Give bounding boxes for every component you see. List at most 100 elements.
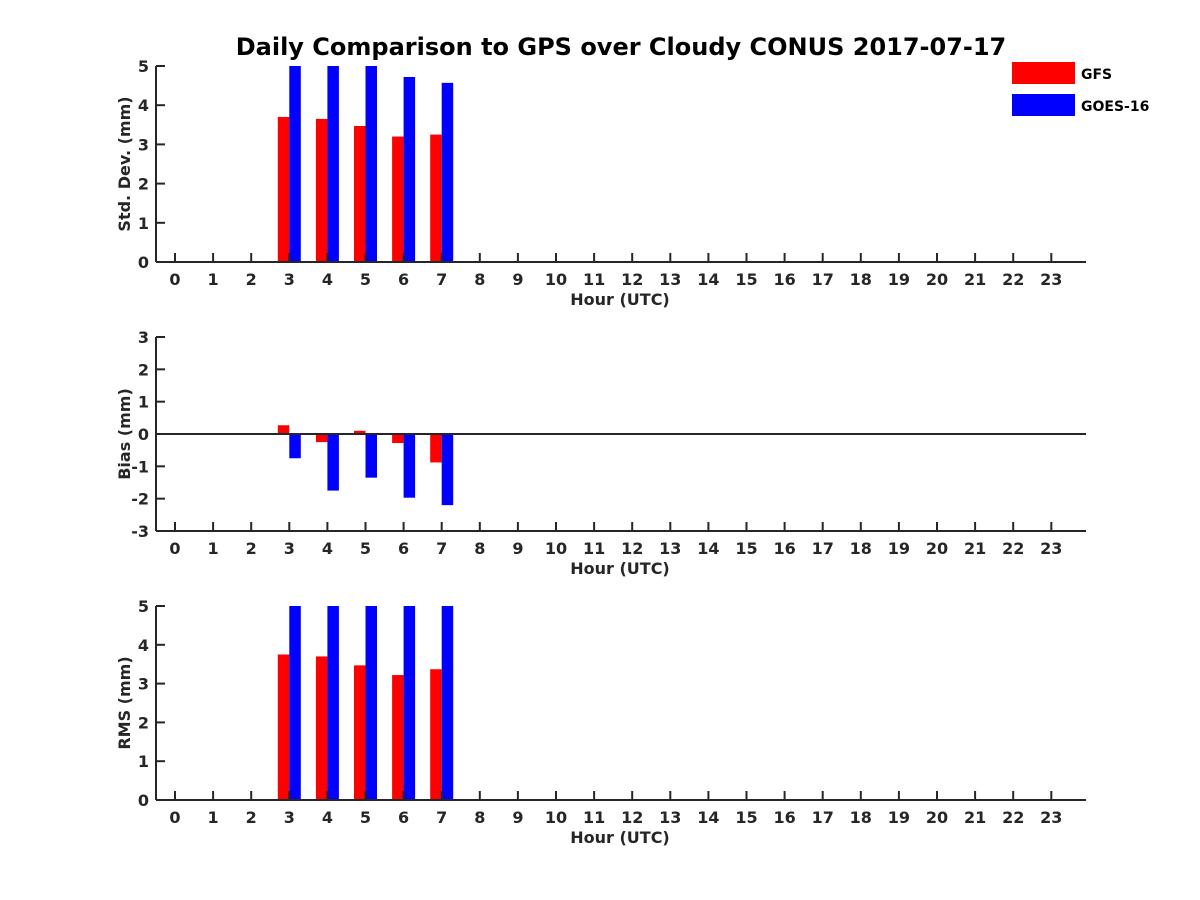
x-tick-label: 22 xyxy=(1002,539,1024,558)
x-tick-label: 23 xyxy=(1040,808,1062,827)
x-axis-label: Hour (UTC) xyxy=(570,559,670,578)
y-axis-label: Bias (mm) xyxy=(115,388,134,480)
bar-goes-16-hour-5 xyxy=(365,606,377,800)
x-tick-label: 7 xyxy=(436,808,447,827)
y-tick-label: 3 xyxy=(138,328,149,347)
bar-gfs-hour-5 xyxy=(354,125,366,262)
x-tick-label: 9 xyxy=(512,270,523,289)
y-tick-label: 4 xyxy=(138,636,149,655)
x-tick-label: 0 xyxy=(169,808,180,827)
x-tick-label: 23 xyxy=(1040,270,1062,289)
bar-goes-16-hour-4 xyxy=(327,66,339,262)
x-tick-label: 10 xyxy=(545,270,567,289)
bar-gfs-hour-6 xyxy=(392,675,404,800)
x-tick-label: 15 xyxy=(735,539,757,558)
x-tick-label: 16 xyxy=(773,270,795,289)
bar-goes-16-hour-4 xyxy=(327,606,339,800)
x-tick-label: 1 xyxy=(208,539,219,558)
x-tick-label: 19 xyxy=(888,539,910,558)
bar-goes-16-hour-3 xyxy=(289,434,301,459)
x-tick-label: 4 xyxy=(322,539,333,558)
chart-title: Daily Comparison to GPS over Cloudy CONU… xyxy=(236,33,1007,61)
x-tick-label: 14 xyxy=(697,539,719,558)
x-tick-label: 3 xyxy=(284,808,295,827)
y-tick-label: 5 xyxy=(138,57,149,76)
x-tick-label: 5 xyxy=(360,539,371,558)
x-tick-label: 8 xyxy=(474,808,485,827)
y-tick-label: 2 xyxy=(138,360,149,379)
x-tick-label: 8 xyxy=(474,539,485,558)
x-tick-label: 5 xyxy=(360,270,371,289)
x-tick-label: 3 xyxy=(284,270,295,289)
bar-goes-16-hour-3 xyxy=(289,66,301,262)
x-tick-label: 14 xyxy=(697,808,719,827)
x-tick-label: 11 xyxy=(583,539,605,558)
x-tick-label: 6 xyxy=(398,539,409,558)
bar-gfs-hour-3 xyxy=(277,116,290,263)
bar-goes-16-hour-6 xyxy=(403,434,416,498)
x-tick-label: 4 xyxy=(322,808,333,827)
y-tick-label: 0 xyxy=(138,253,149,272)
y-tick-label: -1 xyxy=(131,457,149,476)
x-axis-label: Hour (UTC) xyxy=(570,828,670,847)
bar-goes-16-hour-7 xyxy=(441,434,454,506)
bar-gfs-hour-4 xyxy=(315,118,328,262)
bar-goes-16-hour-4 xyxy=(327,434,339,491)
bar-gfs-hour-3 xyxy=(277,425,290,434)
x-tick-label: 20 xyxy=(926,539,948,558)
y-tick-label: 4 xyxy=(138,96,149,115)
y-axis-label: Std. Dev. (mm) xyxy=(115,96,134,231)
bar-goes-16-hour-3 xyxy=(289,606,301,800)
y-tick-label: 2 xyxy=(138,713,149,732)
x-tick-label: 13 xyxy=(659,808,681,827)
bar-gfs-hour-5 xyxy=(354,430,366,434)
x-tick-label: 12 xyxy=(621,808,643,827)
x-tick-label: 2 xyxy=(246,808,257,827)
x-tick-label: 8 xyxy=(474,270,485,289)
x-tick-label: 19 xyxy=(888,270,910,289)
y-tick-label: 0 xyxy=(138,425,149,444)
bar-goes-16-hour-7 xyxy=(441,606,454,800)
x-tick-label: 9 xyxy=(512,539,523,558)
x-tick-label: 2 xyxy=(246,270,257,289)
x-tick-label: 21 xyxy=(964,539,986,558)
x-tick-label: 18 xyxy=(850,270,872,289)
x-tick-label: 21 xyxy=(964,270,986,289)
y-tick-label: 3 xyxy=(138,135,149,154)
bar-gfs-hour-7 xyxy=(430,669,442,800)
x-tick-label: 15 xyxy=(735,270,757,289)
x-tick-label: 20 xyxy=(926,808,948,827)
x-tick-label: 14 xyxy=(697,270,719,289)
y-tick-label: 3 xyxy=(138,675,149,694)
y-tick-label: -2 xyxy=(131,490,149,509)
y-tick-label: 1 xyxy=(138,393,149,412)
x-tick-label: 6 xyxy=(398,808,409,827)
y-tick-label: 1 xyxy=(138,214,149,233)
x-tick-label: 12 xyxy=(621,270,643,289)
bar-gfs-hour-5 xyxy=(354,665,366,800)
x-tick-label: 22 xyxy=(1002,808,1024,827)
y-axis-label: RMS (mm) xyxy=(115,656,134,749)
bar-goes-16-hour-5 xyxy=(365,434,377,478)
bar-goes-16-hour-5 xyxy=(365,66,377,262)
x-tick-label: 6 xyxy=(398,270,409,289)
bars xyxy=(277,606,454,800)
y-tick-label: -3 xyxy=(131,522,149,541)
x-tick-label: 18 xyxy=(850,539,872,558)
x-tick-label: 10 xyxy=(545,808,567,827)
legend-label-gfs: GFS xyxy=(1081,67,1112,83)
x-axis-label: Hour (UTC) xyxy=(570,290,670,309)
bar-gfs-hour-3 xyxy=(277,654,290,800)
x-tick-label: 19 xyxy=(888,808,910,827)
legend-swatch-goes-16 xyxy=(1012,94,1075,116)
y-tick-label: 0 xyxy=(138,791,149,810)
x-tick-label: 3 xyxy=(284,539,295,558)
x-tick-label: 1 xyxy=(208,270,219,289)
x-tick-label: 22 xyxy=(1002,270,1024,289)
bars xyxy=(277,66,454,263)
x-tick-label: 0 xyxy=(169,270,180,289)
